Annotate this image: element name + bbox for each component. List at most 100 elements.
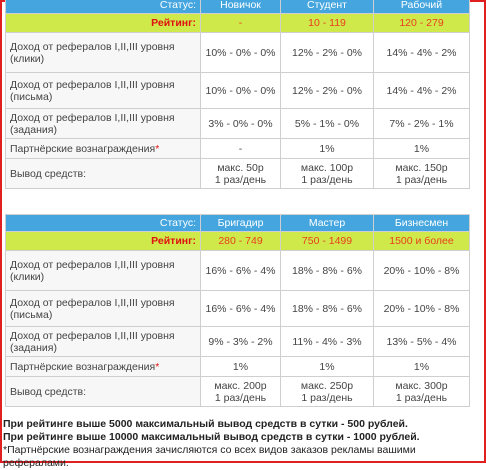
rating-cell: Рейтинг: [5,231,201,251]
cell-line: 1% [232,360,249,373]
cell-line: 10% - 0% - 0% [205,84,276,97]
value-cell: 14% - 4% - 2% [373,72,470,109]
cell-line: 3% - 0% - 0% [208,117,273,130]
note: При рейтинге выше 10000 максимальный выв… [3,431,420,443]
cell-line: (задания) [10,123,57,136]
row-label: Доход от рефералов I,II,III уровня (задан… [5,326,201,357]
cell-line: 1% [413,360,430,373]
data-row: Доход от рефералов I,II,III уровня (письм… [5,72,470,109]
cell-line: 1% [319,142,335,155]
rating-cell: 10 - 119 [280,13,374,33]
cell-line: 18% - 8% - 6% [291,264,363,277]
cell-line: 20% - 10% - 8% [383,302,460,315]
rating-cell: 280 - 749 [200,231,281,251]
cell-line: Вывод средств: [10,167,87,180]
cell-line: 12% - 2% - 0% [291,84,363,97]
value-cell: 1% [373,138,470,159]
value-cell: - [200,138,281,159]
header-row: Статус: Бригадир Мастер Бизнесмен [5,214,470,232]
value-cell: макс. 250р 1 раз/день [280,376,374,407]
cell-line: - [238,142,243,155]
cell-line: 18% - 8% - 6% [291,302,363,315]
value-cell: макс. 200р 1 раз/день [200,376,281,407]
cell-line: макс. 300р [395,379,448,392]
cell-line: 1 раз/день [301,173,353,186]
value-cell: 1% [280,356,374,377]
value-cell: 16% - 6% - 4% [200,290,281,327]
row-label: Доход от рефералов I,II,III уровня (письм… [5,290,201,327]
row-label: Вывод средств: [5,376,201,407]
asterisk: * [155,142,160,155]
cell-line: 16% - 6% - 4% [205,302,276,315]
status-table: Статус: Бригадир Мастер Бизнесмен Рейтинг: 28… [5,214,470,407]
header-cell: Статус: [5,0,201,14]
cell-line: Доход от рефералов I,II,III уровня [10,329,175,342]
cell-line: Доход от рефералов I,II,III уровня [10,296,175,309]
rating-cell: 750 - 1499 [280,231,374,251]
header-cell: Бизнесмен [373,214,470,232]
cell-line: 14% - 4% - 2% [386,84,457,97]
cell-line: Партнёрские вознаграждения [10,142,156,155]
header-cell: Студент [280,0,374,14]
rating-row: Рейтинг: 280 - 749 750 - 1499 1500 и более [5,231,470,251]
value-cell: 16% - 6% - 4% [200,250,281,291]
cell-line: 1 раз/день [214,173,267,186]
row-label: Доход от рефералов I,II,III уровня (задан… [5,108,201,139]
value-cell: 7% - 2% - 1% [373,108,470,139]
header-cell: Статус: [5,214,201,232]
value-cell: 11% - 4% - 3% [280,326,374,357]
value-cell: 18% - 8% - 6% [280,290,374,327]
row-label: Доход от рефералов I,II,III уровня (клики… [5,250,201,291]
cell-line: 9% - 3% - 2% [208,335,273,348]
cell-line: 10% - 0% - 0% [205,46,276,59]
data-row: Доход от рефералов I,II,III уровня (задан… [5,326,470,357]
value-cell: 1% [280,138,374,159]
cell-line: (клики) [10,52,45,65]
cell-line: 1 раз/день [395,173,448,186]
cell-line: Партнёрские вознаграждения [10,360,156,373]
notes: При рейтинге выше 5000 максимальный выво… [3,418,483,470]
cell-line: 11% - 4% - 3% [292,335,362,348]
value-cell: 1% [373,356,470,377]
data-row: Доход от рефералов I,II,III уровня (клики… [5,250,470,291]
data-row: Партнёрские вознаграждения* 1% 1% 1% [5,356,470,377]
value-cell: 3% - 0% - 0% [200,108,281,139]
value-cell: 13% - 5% - 4% [373,326,470,357]
cell-line: (задания) [10,341,57,354]
value-cell: 10% - 0% - 0% [200,32,281,73]
cell-line: Вывод средств: [10,385,87,398]
data-row: Доход от рефералов I,II,III уровня (клики… [5,32,470,73]
table-body: Статус: Новичок Студент Рабочий Рейтинг: -10 … [5,0,470,189]
header-cell: Новичок [200,0,281,14]
cell-line: Доход от рефералов I,II,III уровня [10,40,175,53]
value-cell: макс. 150р 1 раз/день [373,158,470,189]
header-row: Статус: Новичок Студент Рабочий [5,0,470,14]
data-row: Вывод средств: макс. 50р 1 раз/день макс. 1… [5,158,470,189]
value-cell: 5% - 1% - 0% [280,108,374,139]
cell-line: 1 раз/день [301,391,353,404]
value-cell: 14% - 4% - 2% [373,32,470,73]
cell-line: 14% - 4% - 2% [386,46,457,59]
cell-line: 7% - 2% - 1% [389,117,454,130]
row-label: Вывод средств: [5,158,201,189]
cell-line: (письма) [10,90,53,103]
value-cell: 12% - 2% - 0% [280,72,374,109]
data-row: Партнёрские вознаграждения* - 1% 1% [5,138,470,159]
cell-line: 20% - 10% - 8% [383,264,460,277]
rating-cell: Рейтинг: [5,13,201,33]
header-cell: Мастер [280,214,374,232]
rating-cell: - [200,13,281,33]
cell-line: макс. 50р [217,161,264,174]
rating-cell: 120 - 279 [373,13,470,33]
cell-line: 1% [319,360,335,373]
row-label: Доход от рефералов I,II,III уровня (письм… [5,72,201,109]
cell-line: 5% - 1% - 0% [294,117,360,130]
cell-line: 16% - 6% - 4% [205,264,276,277]
value-cell: 20% - 10% - 8% [373,250,470,291]
rating-cell: 1500 и более [373,231,470,251]
data-row: Доход от рефералов I,II,III уровня (письм… [5,290,470,327]
value-cell: макс. 300р 1 раз/день [373,376,470,407]
value-cell: 9% - 3% - 2% [200,326,281,357]
